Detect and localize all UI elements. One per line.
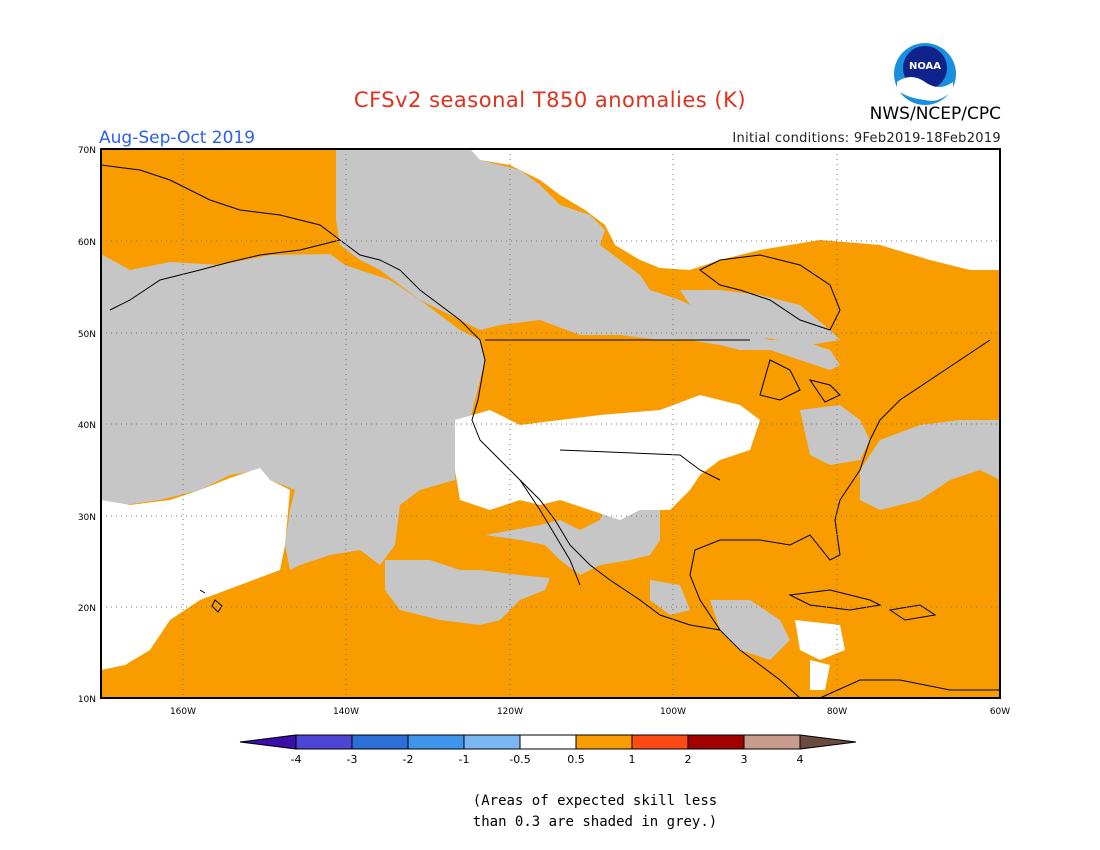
noaa-logo-icon: NOAA xyxy=(894,43,956,105)
lon-label: 100W xyxy=(660,707,686,717)
season-label: Aug-Sep-Oct 2019 xyxy=(99,128,256,148)
skill-note: (Areas of expected skill less than 0.3 a… xyxy=(0,791,1100,833)
neutral-regions xyxy=(101,149,1000,690)
lon-labels: 160W 140W 120W 100W 80W 60W xyxy=(170,707,1010,717)
lon-label: 60W xyxy=(990,707,1010,717)
lat-label: 50N xyxy=(78,330,96,340)
colorbar-swatch xyxy=(463,734,521,750)
initial-conditions-label: Initial conditions: 9Feb2019-18Feb2019 xyxy=(732,131,1001,146)
lon-label: 160W xyxy=(170,707,196,717)
colorbar-swatch xyxy=(351,734,409,750)
colorbar-swatch xyxy=(407,734,465,750)
lat-labels: 70N 60N 50N 40N 30N 20N 10N xyxy=(78,146,96,705)
map-frame xyxy=(100,148,1001,699)
colorbar-labels: -4 -3 -2 -1 -0.5 0.5 1 2 3 4 xyxy=(291,753,804,766)
lon-label: 140W xyxy=(333,707,359,717)
colorbar-label: 2 xyxy=(685,753,692,766)
lat-label: 20N xyxy=(78,604,96,614)
colorbar-label: -4 xyxy=(291,753,302,766)
colorbar-label: -1 xyxy=(459,753,470,766)
lat-label: 30N xyxy=(78,513,96,523)
lon-label: 80W xyxy=(827,707,847,717)
colorbar-arrow-right xyxy=(799,734,857,750)
colorbar-swatch xyxy=(295,734,353,750)
colorbar-label: -2 xyxy=(403,753,414,766)
lat-label: 60N xyxy=(78,238,96,248)
colorbar-arrow-left xyxy=(239,734,297,750)
skill-note-line2: than 0.3 are shaded in grey.) xyxy=(472,814,718,830)
lat-label: 40N xyxy=(78,421,96,431)
colorbar-label: 0.5 xyxy=(567,753,585,766)
colorbar-label: 4 xyxy=(797,753,804,766)
colorbar-swatch xyxy=(743,734,801,750)
lat-label: 70N xyxy=(78,146,96,156)
colorbar-label: -0.5 xyxy=(509,753,530,766)
map-area xyxy=(101,149,1000,698)
agency-label: NWS/NCEP/CPC xyxy=(869,104,1001,124)
land-outlines xyxy=(101,164,1000,698)
colorbar-swatch xyxy=(575,734,633,750)
colorbar xyxy=(239,734,857,750)
colorbar-swatch xyxy=(519,734,577,750)
colorbar-label: 1 xyxy=(629,753,636,766)
lat-label: 10N xyxy=(78,695,96,705)
map-title: CFSv2 seasonal T850 anomalies (K) xyxy=(353,88,747,112)
colorbar-label: -3 xyxy=(347,753,358,766)
logo-lettering: NOAA xyxy=(909,61,941,72)
colorbar-label: 3 xyxy=(741,753,748,766)
lon-label: 120W xyxy=(497,707,523,717)
colorbar-swatch xyxy=(631,734,689,750)
colorbar-swatch xyxy=(687,734,745,750)
skill-note-line1: (Areas of expected skill less xyxy=(472,793,718,809)
